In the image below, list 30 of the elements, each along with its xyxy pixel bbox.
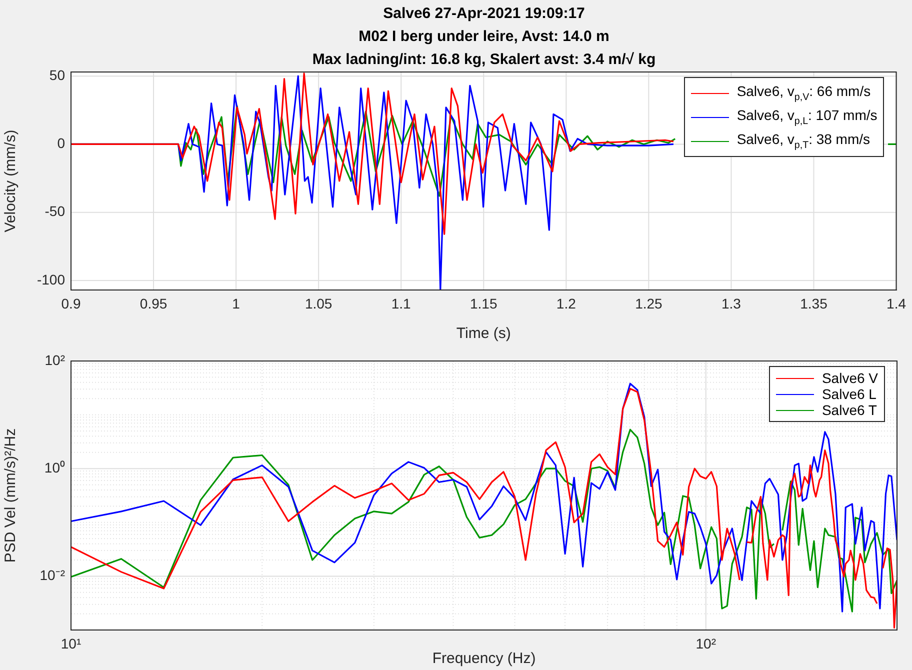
x-axis-title: Time (s) <box>456 325 511 342</box>
x-tick-label: 1.4 <box>886 295 906 312</box>
legend-label: Salve6, v$_{p,L}$: 107 mm/s <box>736 107 878 127</box>
x-tick-label: 1.15 <box>470 295 498 312</box>
x-tick-label: 0.9 <box>61 295 81 312</box>
legend-label: Salve6 L <box>822 386 876 402</box>
y-tick-label: -100 <box>36 271 66 288</box>
y-tick-label: 10² <box>44 352 66 368</box>
y-tick-label: 10⁰ <box>44 459 65 476</box>
x-tick-label: 10¹ <box>60 635 82 652</box>
legend-label: Salve6, v$_{p,V}$: 66 mm/s <box>736 83 871 103</box>
y-axis-title: Velocity (mm/s) <box>2 130 20 232</box>
y-tick-label: 50 <box>49 66 66 83</box>
x-axis-title: Frequency (Hz) <box>432 650 536 668</box>
y-tick-label: 0 <box>57 135 66 152</box>
x-tick-label: 0.95 <box>140 295 168 312</box>
chart-title: Salve6 27-Apr-2021 19:09:17 M02 I berg under leire, Avst: 14.0 m Max ladning/int: 16.8 kg, Skalert avst: 3.4 m/√ kg <box>311 4 657 70</box>
y-tick-label: 10⁻² <box>40 567 66 584</box>
series-label: Salve6, v$_{p,T}$: 38 mm/s <box>736 131 870 151</box>
x-tick-label: 1.1 <box>391 295 412 312</box>
x-tick-label: 1.25 <box>635 295 663 312</box>
x-tick-label: 1.3 <box>721 295 742 312</box>
y-tick-label: -50 <box>44 203 66 220</box>
x-tick-label: 1.05 <box>304 295 332 312</box>
legend-label: Salve6 T <box>822 402 877 418</box>
x-tick-label: 1 <box>232 295 240 312</box>
x-tick-label: 1.35 <box>800 295 828 312</box>
legend-label: Salve6 V <box>822 370 878 386</box>
y-axis-title: PSD Vel (mm/s)²/Hz <box>2 428 20 563</box>
x-tick-label: 1.2 <box>556 295 576 312</box>
